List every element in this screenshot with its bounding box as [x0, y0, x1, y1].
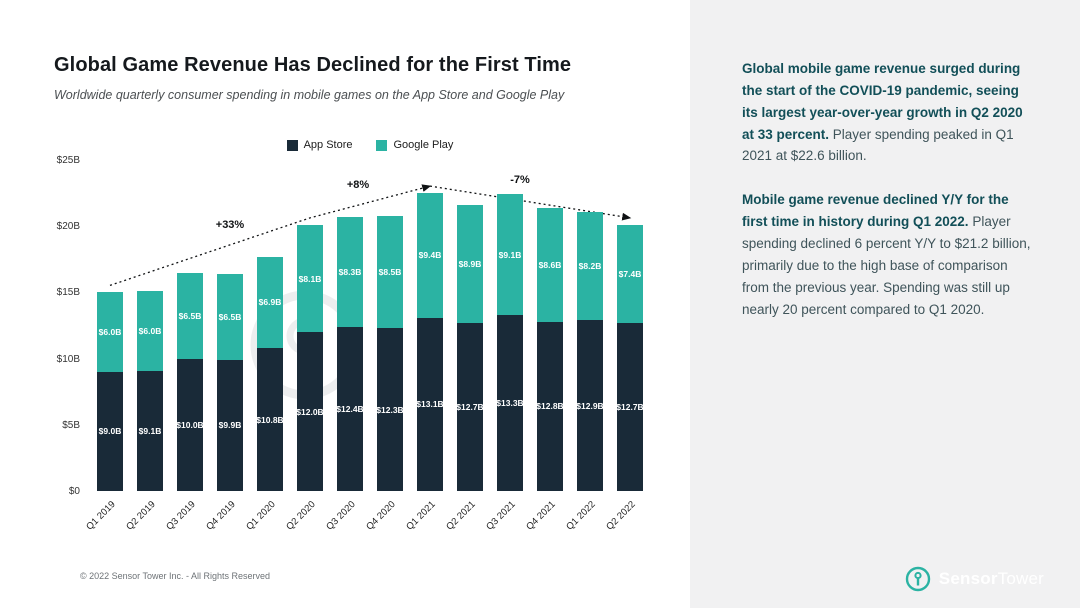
bar-value-label: $8.1B — [298, 273, 322, 284]
y-axis-label: $15B — [56, 287, 80, 299]
bar-segment-app-store-q2-2020: $12.0B — [296, 332, 324, 491]
bar-segment-google-play-q1-2019: $6.0B — [97, 292, 123, 372]
sensor-tower-watermark-icon — [250, 290, 360, 400]
bar-value-label: $9.1B — [498, 249, 522, 260]
bar-segment-app-store-q4-2019: $9.9B — [217, 359, 243, 491]
bar-segment-google-play-q2-2021: $8.9B — [457, 205, 483, 323]
bar-value-label: $7.4B — [618, 268, 642, 279]
bar-value-label: $12.7B — [456, 401, 484, 412]
bar-segment-google-play-q1-2022: $8.2B — [577, 211, 603, 321]
bar-value-label: $9.9B — [218, 420, 242, 431]
bar-value-label: $8.6B — [538, 259, 562, 270]
bar-value-label: $9.0B — [98, 426, 122, 437]
bar-segment-google-play-q4-2019: $6.5B — [217, 273, 243, 360]
bar-value-label: $9.4B — [418, 250, 442, 261]
bar-value-label: $10.8B — [256, 414, 284, 425]
bar-segment-google-play-q3-2019: $6.5B — [177, 272, 203, 359]
bar-segment-google-play-q2-2020: $8.1B — [297, 224, 323, 333]
y-axis-label: $10B — [56, 353, 80, 365]
bar-value-label: $13.1B — [416, 399, 444, 410]
legend-label-google-play: Google Play — [393, 139, 454, 151]
bar-segment-google-play-q2-2022: $7.4B — [617, 224, 643, 323]
bar-segment-app-store-q1-2020: $10.8B — [256, 348, 284, 491]
bar-value-label: $6.9B — [258, 297, 282, 308]
chart-subtitle: Worldwide quarterly consumer spending in… — [54, 88, 565, 102]
bar-value-label: $12.3B — [376, 404, 404, 415]
sensor-tower-logo: SensorTower — [905, 566, 1044, 592]
logo-word-sensor: Sensor — [938, 569, 998, 588]
bar-value-label: $12.0B — [296, 406, 324, 417]
growth-annotation: +8% — [346, 179, 370, 192]
bar-value-label: $6.5B — [178, 310, 202, 321]
growth-annotation: +33% — [215, 218, 245, 231]
bar-segment-google-play-q4-2021: $8.6B — [537, 207, 563, 322]
summary-text-block: Global mobile game revenue surged during… — [690, 0, 1080, 320]
chart-section: Global Game Revenue Has Declined for the… — [54, 54, 650, 581]
summary-paragraph-1: Global mobile game revenue surged during… — [742, 58, 1034, 167]
bar-value-label: $6.5B — [218, 311, 242, 322]
bar-value-label: $10.0B — [176, 419, 204, 430]
bar-segment-app-store-q2-2021: $12.7B — [456, 322, 484, 491]
y-axis-label: $20B — [56, 221, 80, 233]
bar-segment-app-store-q3-2020: $12.4B — [336, 326, 364, 491]
bar-segment-app-store-q3-2021: $13.3B — [496, 314, 524, 491]
legend-item-google-play: Google Play — [376, 139, 453, 151]
bar-value-label: $8.9B — [458, 258, 482, 269]
bar-value-label: $12.4B — [336, 403, 364, 414]
summary-p2-normal: Player spending declined 6 percent Y/Y t… — [742, 214, 1031, 317]
bar-segment-app-store-q4-2021: $12.8B — [536, 321, 564, 491]
bar-segment-google-play-q3-2021: $9.1B — [497, 194, 523, 315]
sensor-tower-logo-icon — [905, 566, 930, 592]
page-title: Global Game Revenue Has Declined for the… — [54, 54, 572, 76]
bar-value-label: $9.1B — [138, 425, 162, 436]
bar-segment-app-store-q2-2022: $12.7B — [616, 322, 644, 491]
y-axis-label: $5B — [62, 419, 80, 431]
summary-panel: Global mobile game revenue surged during… — [690, 0, 1080, 608]
growth-annotation: -7% — [510, 174, 530, 187]
bar-segment-google-play-q3-2020: $8.3B — [337, 216, 363, 327]
bar-segment-app-store-q1-2021: $13.1B — [416, 317, 444, 491]
plot-area: +33% +8% -7% $9.0B $6.0B Q1 2019 $9.1B $6.0B Q2 … — [57, 155, 650, 533]
summary-p2-bold: Mobile game revenue declined Y/Y for the… — [742, 192, 1009, 230]
bar-value-label: $8.3B — [338, 266, 362, 277]
sensor-tower-logo-text: SensorTower — [939, 569, 1044, 589]
bar-value-label: $12.8B — [536, 401, 564, 412]
legend-swatch-app-store — [286, 139, 298, 151]
chart-legend: App Store Google Play — [90, 139, 650, 151]
summary-p1-normal: Player spending peaked in Q1 2021 at $22… — [742, 126, 1014, 164]
bar-segment-google-play-q1-2021: $9.4B — [417, 193, 443, 318]
trend-line-overlay — [109, 184, 632, 287]
logo-word-tower: Tower — [997, 569, 1044, 588]
bar-segment-app-store-q3-2019: $10.0B — [176, 358, 204, 491]
bar-segment-google-play-q1-2020: $6.9B — [257, 256, 283, 349]
copyright-text: © 2022 Sensor Tower Inc. - All Rights Re… — [80, 571, 271, 581]
y-axis-label: $25B — [56, 155, 80, 166]
y-axis-label: $0 — [68, 486, 80, 497]
bar-segment-app-store-q2-2019: $9.1B — [137, 370, 163, 491]
legend-item-app-store: App Store — [286, 139, 353, 151]
bar-segment-google-play-q4-2020: $8.5B — [377, 215, 403, 329]
bar-value-label: $12.7B — [616, 401, 644, 412]
bar-value-label: $8.5B — [378, 266, 402, 277]
bar-value-label: $12.9B — [576, 400, 604, 411]
summary-paragraph-2: Mobile game revenue declined Y/Y for the… — [742, 189, 1034, 320]
legend-swatch-google-play — [376, 139, 388, 151]
legend-label-app-store: App Store — [303, 139, 353, 151]
bar-segment-google-play-q2-2019: $6.0B — [137, 291, 163, 371]
bar-segment-app-store-q1-2022: $12.9B — [576, 320, 604, 491]
bar-segment-app-store-q1-2019: $9.0B — [97, 371, 123, 491]
bar-segment-app-store-q4-2020: $12.3B — [376, 328, 404, 491]
bar-value-label: $8.2B — [578, 260, 602, 271]
bar-value-label: $13.3B — [496, 397, 524, 408]
bar-value-label: $6.0B — [98, 327, 122, 338]
summary-p1-bold: Global mobile game revenue surged during… — [742, 61, 1023, 142]
bar-value-label: $6.0B — [138, 325, 162, 336]
